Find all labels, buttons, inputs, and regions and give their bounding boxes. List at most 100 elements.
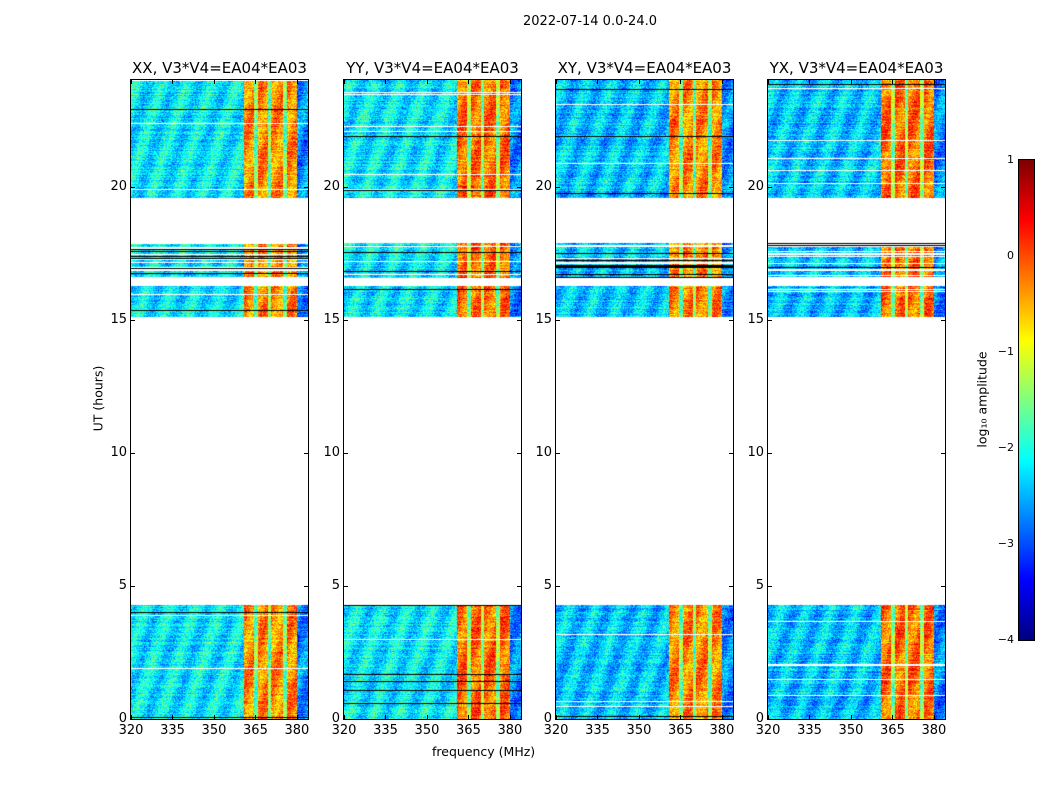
x-tick-mark-top (344, 80, 345, 84)
y-tick-mark-right (517, 719, 521, 720)
y-tick-mark (344, 452, 348, 454)
y-tick-mark-right (517, 585, 521, 587)
x-tick-mark (809, 715, 811, 719)
x-tick-label: 365 (456, 723, 481, 738)
panel-title: YX, V3*V4=EA04*EA03 (769, 59, 944, 77)
x-tick-mark (556, 715, 557, 719)
x-tick-mark (296, 715, 298, 719)
x-tick-mark-top (556, 80, 557, 84)
x-tick-label: 350 (838, 723, 864, 738)
y-tick-label: 10 (323, 444, 340, 460)
x-tick-label: 380 (921, 723, 947, 738)
x-tick-mark-top (509, 80, 511, 84)
y-tick-mark-right (304, 319, 308, 321)
x-tick-label: 365 (880, 723, 905, 738)
y-tick-mark-right (941, 186, 945, 188)
colorbar-tick-label: −2 (997, 441, 1014, 454)
x-tick-label: 335 (585, 723, 610, 738)
y-tick-mark-right (729, 186, 733, 188)
y-tick-mark-right (941, 719, 945, 720)
x-tick-mark (721, 715, 723, 719)
x-tick-label: 380 (284, 723, 310, 738)
x-tick-label: 350 (626, 723, 652, 738)
x-tick-mark-top (296, 80, 298, 84)
y-tick-mark (131, 186, 135, 188)
x-tick-label: 350 (414, 723, 440, 738)
x-tick-mark-top (638, 80, 640, 84)
x-tick-mark (638, 715, 640, 719)
y-tick-mark-right (304, 452, 308, 454)
x-tick-mark (131, 715, 132, 719)
colorbar-tick-label: −3 (997, 537, 1014, 550)
y-tick-mark (768, 452, 772, 454)
x-tick-mark (468, 715, 470, 719)
x-tick-mark (680, 715, 682, 719)
y-tick-label: 0 (118, 711, 127, 726)
x-tick-label: 380 (497, 723, 523, 738)
y-tick-label: 20 (535, 178, 552, 194)
y-tick-mark (131, 319, 135, 321)
x-tick-mark (597, 715, 599, 719)
x-axis-label: frequency (MHz) (432, 744, 536, 759)
y-tick-mark-right (941, 319, 945, 321)
x-tick-mark (850, 715, 852, 719)
y-tick-label: 20 (747, 178, 764, 194)
y-tick-mark (131, 585, 135, 587)
y-tick-mark (344, 319, 348, 321)
x-tick-label: 365 (668, 723, 693, 738)
x-tick-label: 320 (755, 723, 781, 738)
x-tick-mark-top (680, 80, 682, 84)
x-tick-label: 350 (201, 723, 227, 738)
x-tick-mark (255, 715, 257, 719)
x-tick-mark (892, 715, 894, 719)
y-tick-mark-right (729, 585, 733, 587)
x-tick-label: 335 (160, 723, 185, 738)
heatmap-panel (556, 80, 733, 719)
y-tick-mark-right (729, 319, 733, 321)
x-tick-label: 320 (331, 723, 357, 738)
x-tick-mark (426, 715, 428, 719)
x-tick-mark-top (131, 80, 132, 84)
y-tick-mark (344, 585, 348, 587)
x-tick-mark-top (172, 80, 174, 84)
x-tick-label: 365 (243, 723, 268, 738)
colorbar-label: log₁₀ amplitude (974, 351, 990, 448)
x-tick-mark-top (385, 80, 387, 84)
x-tick-mark-top (850, 80, 852, 84)
heatmap-panel (768, 80, 945, 719)
y-tick-mark (768, 585, 772, 587)
y-tick-mark-right (941, 452, 945, 454)
x-tick-label: 335 (797, 723, 822, 738)
y-tick-label: 20 (110, 178, 127, 194)
y-tick-label: 10 (110, 444, 127, 460)
y-tick-mark (556, 719, 560, 720)
y-tick-label: 15 (110, 311, 127, 327)
y-tick-label: 0 (755, 711, 764, 726)
y-tick-label: 15 (323, 311, 340, 327)
x-tick-mark-top (892, 80, 894, 84)
colorbar-tick-label: 1 (1007, 153, 1014, 166)
y-tick-mark-right (517, 186, 521, 188)
x-tick-mark-top (255, 80, 257, 84)
y-tick-mark (556, 452, 560, 454)
heatmap-panel (344, 80, 521, 719)
y-tick-mark-right (729, 452, 733, 454)
y-tick-mark (556, 319, 560, 321)
y-tick-mark-right (517, 319, 521, 321)
x-tick-mark (213, 715, 215, 719)
x-tick-mark-top (213, 80, 215, 84)
figure-title: 2022-07-14 0.0-24.0 (523, 14, 657, 29)
y-tick-mark-right (517, 452, 521, 454)
y-tick-mark (768, 186, 772, 188)
x-tick-label: 335 (373, 723, 398, 738)
x-tick-mark (172, 715, 174, 719)
y-tick-mark (344, 719, 348, 720)
y-tick-label: 10 (535, 444, 552, 460)
colorbar-tick-label: 0 (1007, 249, 1014, 262)
x-tick-mark (385, 715, 387, 719)
heatmap-panel (131, 80, 308, 719)
y-tick-mark (131, 452, 135, 454)
y-tick-label: 15 (535, 311, 552, 327)
y-tick-mark (556, 585, 560, 587)
